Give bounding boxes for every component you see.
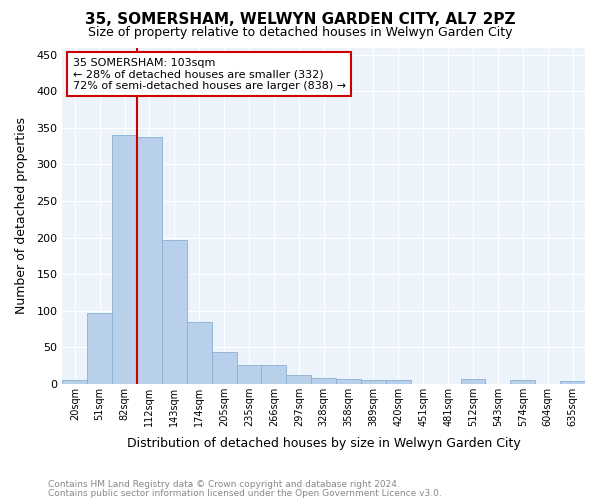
X-axis label: Distribution of detached houses by size in Welwyn Garden City: Distribution of detached houses by size … <box>127 437 521 450</box>
Y-axis label: Number of detached properties: Number of detached properties <box>15 117 28 314</box>
Bar <box>286 375 311 384</box>
Bar <box>112 135 137 384</box>
Bar <box>236 364 262 384</box>
Bar <box>336 378 361 384</box>
Text: Contains public sector information licensed under the Open Government Licence v3: Contains public sector information licen… <box>48 488 442 498</box>
Bar <box>187 322 212 384</box>
Bar <box>262 366 286 384</box>
Bar <box>461 380 485 384</box>
Bar <box>162 240 187 384</box>
Bar <box>361 380 386 384</box>
Bar <box>212 352 236 384</box>
Bar <box>386 380 411 384</box>
Bar <box>511 380 535 384</box>
Bar <box>311 378 336 384</box>
Bar <box>87 313 112 384</box>
Bar <box>137 136 162 384</box>
Bar <box>62 380 87 384</box>
Text: Contains HM Land Registry data © Crown copyright and database right 2024.: Contains HM Land Registry data © Crown c… <box>48 480 400 489</box>
Text: 35 SOMERSHAM: 103sqm
← 28% of detached houses are smaller (332)
72% of semi-deta: 35 SOMERSHAM: 103sqm ← 28% of detached h… <box>73 58 346 91</box>
Text: 35, SOMERSHAM, WELWYN GARDEN CITY, AL7 2PZ: 35, SOMERSHAM, WELWYN GARDEN CITY, AL7 2… <box>85 12 515 28</box>
Text: Size of property relative to detached houses in Welwyn Garden City: Size of property relative to detached ho… <box>88 26 512 39</box>
Bar <box>560 381 585 384</box>
